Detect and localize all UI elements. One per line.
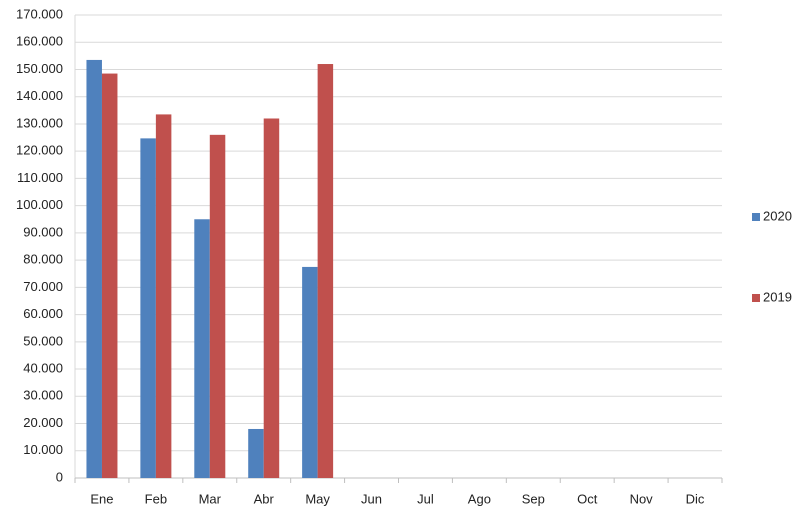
x-tick-label: Ago (468, 491, 491, 506)
bar (248, 428, 264, 478)
legend-swatch (752, 294, 760, 302)
x-tick-label: Ene (90, 491, 113, 506)
bar (317, 64, 334, 478)
y-tick-label: 20.000 (23, 415, 63, 430)
x-tick-label: Abr (254, 491, 275, 506)
y-tick-label: 80.000 (23, 252, 63, 267)
bar (302, 266, 318, 478)
y-tick-label: 140.000 (16, 88, 63, 103)
x-tick-label: Jun (361, 491, 382, 506)
bar (263, 118, 280, 479)
x-tick-label: Nov (630, 491, 654, 506)
legend-label: 2020 (763, 208, 792, 223)
y-tick-label: 100.000 (16, 197, 63, 212)
y-tick-label: 40.000 (23, 360, 63, 375)
bar (155, 114, 172, 479)
y-tick-label: 90.000 (23, 224, 63, 239)
y-tick-label: 0 (56, 469, 63, 484)
bar (194, 219, 210, 478)
y-tick-label: 50.000 (23, 333, 63, 348)
x-tick-label: Sep (522, 491, 545, 506)
y-tick-label: 70.000 (23, 279, 63, 294)
x-tick-label: May (305, 491, 330, 506)
y-tick-label: 30.000 (23, 388, 63, 403)
y-tick-label: 160.000 (16, 34, 63, 49)
y-tick-label: 10.000 (23, 442, 63, 457)
y-tick-label: 150.000 (16, 61, 63, 76)
y-tick-label: 170.000 (16, 6, 63, 21)
y-tick-label: 130.000 (16, 115, 63, 130)
y-tick-label: 60.000 (23, 306, 63, 321)
bar (101, 73, 118, 479)
legend-swatch (752, 213, 760, 221)
legend-label: 2019 (763, 289, 792, 304)
x-tick-label: Dic (686, 491, 705, 506)
y-tick-label: 120.000 (16, 143, 63, 158)
x-tick-label: Feb (145, 491, 167, 506)
x-tick-label: Mar (199, 491, 222, 506)
x-tick-label: Oct (577, 491, 598, 506)
bar (86, 59, 102, 479)
bar (140, 138, 156, 478)
x-tick-label: Jul (417, 491, 434, 506)
y-tick-label: 110.000 (17, 170, 63, 185)
bar (209, 134, 226, 478)
